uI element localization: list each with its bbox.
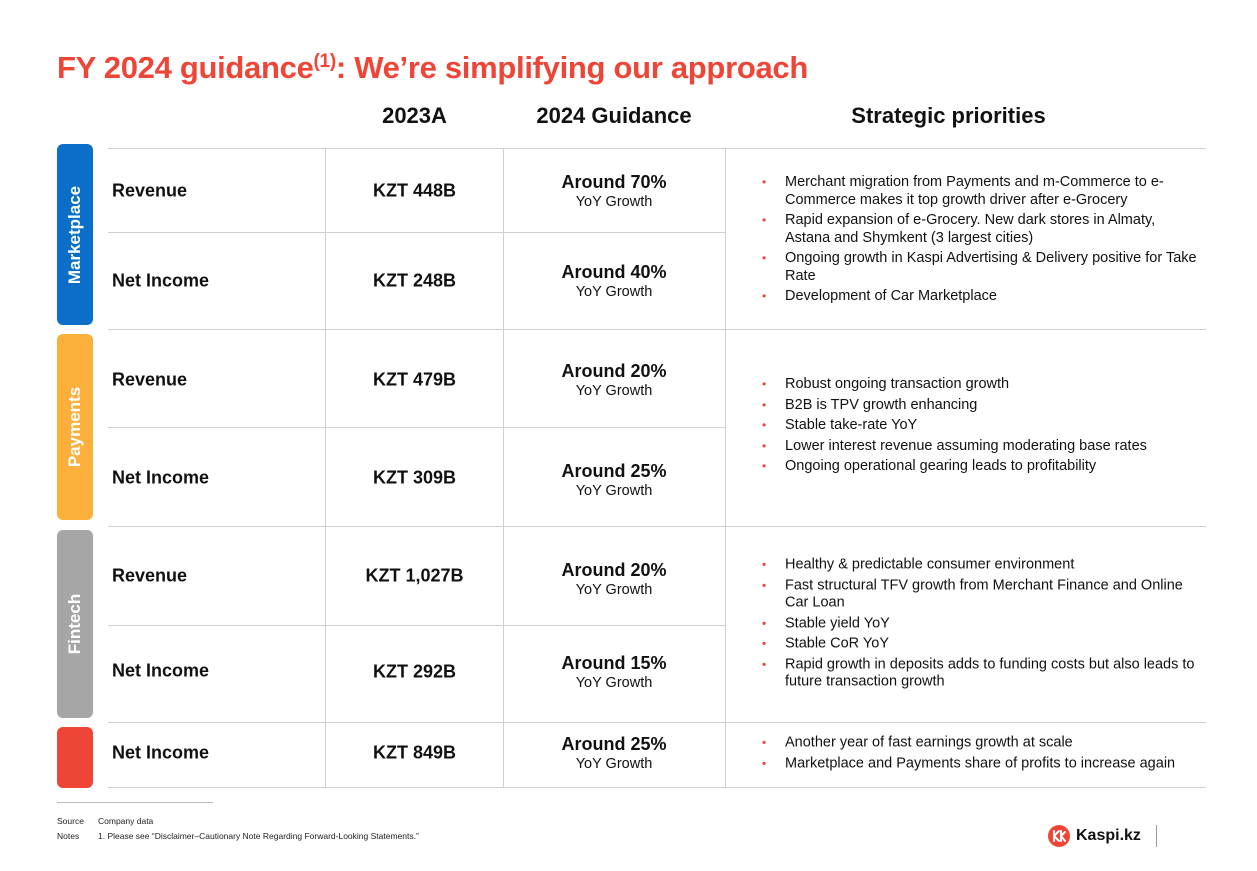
- segment-tag-marketplace: Marketplace: [57, 144, 93, 325]
- metric-label: Revenue: [112, 565, 188, 586]
- guidance-value: Around 70%: [561, 172, 667, 192]
- priority-item: Fast structural TFV growth from Merchant…: [762, 577, 1202, 612]
- guidance-cell: Around 25% YoY Growth: [503, 460, 725, 500]
- metric-label: Revenue: [112, 369, 188, 390]
- source-text: Company data: [98, 816, 154, 826]
- metric-label: Net Income: [112, 660, 210, 681]
- segment-tag-payments: Payments: [57, 334, 93, 520]
- segment-tag-total: [57, 727, 93, 788]
- priority-item: Development of Car Marketplace: [762, 288, 1202, 306]
- kaspi-logo-icon: [1048, 825, 1070, 847]
- table-bottom-border: [108, 787, 1206, 788]
- brand-name: Kaspi.kz: [1076, 827, 1141, 844]
- metric-label: Net Income: [112, 742, 210, 763]
- priority-item: Stable take-rate YoY: [762, 417, 1202, 435]
- guidance-value: Around 20%: [561, 560, 667, 580]
- value-2023a: KZT 1,027B: [365, 565, 464, 586]
- column-header-strategic-priorities: Strategic priorities: [851, 103, 1046, 128]
- logo-divider: [1156, 825, 1157, 847]
- priority-item: Marketplace and Payments share of profit…: [762, 755, 1202, 773]
- priority-item: Healthy & predictable consumer environme…: [762, 556, 1202, 574]
- guidance-sub: YoY Growth: [575, 284, 653, 300]
- footer-notes: Notes 1. Please see “Disclaimer–Cautionar…: [57, 831, 419, 841]
- guidance-value: Around 25%: [561, 461, 667, 481]
- guidance-value: Around 25%: [561, 734, 667, 754]
- value-2023a: KZT 292B: [372, 661, 457, 682]
- guidance-cell: Around 70% YoY Growth: [503, 171, 725, 211]
- notes-text: 1. Please see “Disclaimer–Cautionary Not…: [98, 831, 419, 841]
- row-divider: [108, 625, 725, 626]
- column-divider: [503, 148, 504, 788]
- priorities-payments: Robust ongoing transaction growth B2B is…: [762, 376, 1202, 479]
- priorities-marketplace: Merchant migration from Payments and m-C…: [762, 174, 1202, 309]
- guidance-cell: Around 25% YoY Growth: [503, 733, 725, 773]
- priority-item: Merchant migration from Payments and m-C…: [762, 174, 1202, 209]
- priority-item: Another year of fast earnings growth at …: [762, 735, 1202, 753]
- value-2023a: KZT 448B: [372, 180, 457, 201]
- footer-source: Source Company data: [57, 816, 153, 826]
- segment-label-marketplace: Marketplace: [65, 185, 84, 284]
- priority-item: Rapid growth in deposits adds to funding…: [762, 656, 1202, 691]
- guidance-sub: YoY Growth: [575, 383, 653, 399]
- segment-divider: [108, 329, 1206, 330]
- metric-label: Net Income: [112, 467, 210, 488]
- title-subtitle: : We’re simplifying our approach: [335, 50, 808, 85]
- value-2023a: KZT 309B: [372, 467, 457, 488]
- column-divider: [325, 148, 326, 788]
- guidance-value: Around 15%: [561, 653, 667, 673]
- priority-item: B2B is TPV growth enhancing: [762, 396, 1202, 414]
- guidance-cell: Around 20% YoY Growth: [503, 559, 725, 599]
- guidance-sub: YoY Growth: [575, 675, 653, 691]
- guidance-sub: YoY Growth: [575, 483, 653, 499]
- guidance-cell: Around 40% YoY Growth: [503, 261, 725, 301]
- priority-item: Rapid expansion of e-Grocery. New dark s…: [762, 212, 1202, 247]
- source-label: Source: [57, 816, 84, 826]
- page-title: FY 2024 guidance(1): We’re simplifying o…: [57, 50, 808, 86]
- value-2023a: KZT 248B: [372, 270, 457, 291]
- priority-item: Robust ongoing transaction growth: [762, 376, 1202, 394]
- notes-label: Notes: [57, 831, 80, 841]
- column-divider: [725, 148, 726, 788]
- guidance-cell: Around 15% YoY Growth: [503, 652, 725, 692]
- value-2023a: KZT 849B: [372, 742, 457, 763]
- row-divider: [108, 427, 725, 428]
- segment-divider: [108, 526, 1206, 527]
- priority-item: Ongoing operational gearing leads to pro…: [762, 458, 1202, 476]
- metric-label: Net Income: [112, 270, 210, 291]
- priority-item: Stable yield YoY: [762, 615, 1202, 633]
- title-text: FY 2024 guidance: [57, 50, 314, 85]
- priority-item: Stable CoR YoY: [762, 635, 1202, 653]
- row-divider: [108, 232, 725, 233]
- footer-rule: [57, 802, 213, 803]
- guidance-value: Around 20%: [561, 361, 667, 381]
- metric-label: Revenue: [112, 180, 188, 201]
- guidance-sub: YoY Growth: [575, 756, 653, 772]
- guidance-cell: Around 20% YoY Growth: [503, 360, 725, 400]
- segment-label-fintech: Fintech: [65, 593, 84, 655]
- table-top-border: [108, 148, 1206, 149]
- priority-item: Ongoing growth in Kaspi Advertising & De…: [762, 250, 1202, 285]
- guidance-sub: YoY Growth: [575, 582, 653, 598]
- segment-label-payments: Payments: [65, 386, 84, 468]
- guidance-sub: YoY Growth: [575, 194, 653, 210]
- segment-divider: [108, 722, 1206, 723]
- title-footnote-marker: (1): [313, 51, 337, 72]
- value-2023a: KZT 479B: [372, 369, 457, 390]
- segment-tag-fintech: Fintech: [57, 530, 93, 718]
- guidance-value: Around 40%: [561, 262, 667, 282]
- priorities-total: Another year of fast earnings growth at …: [762, 735, 1202, 776]
- column-header-2023a: 2023A: [382, 103, 447, 128]
- brand-logo: Kaspi.kz: [1048, 825, 1141, 847]
- priority-item: Lower interest revenue assuming moderati…: [762, 437, 1202, 455]
- column-header-2024-guidance: 2024 Guidance: [536, 103, 692, 128]
- priorities-fintech: Healthy & predictable consumer environme…: [762, 556, 1202, 694]
